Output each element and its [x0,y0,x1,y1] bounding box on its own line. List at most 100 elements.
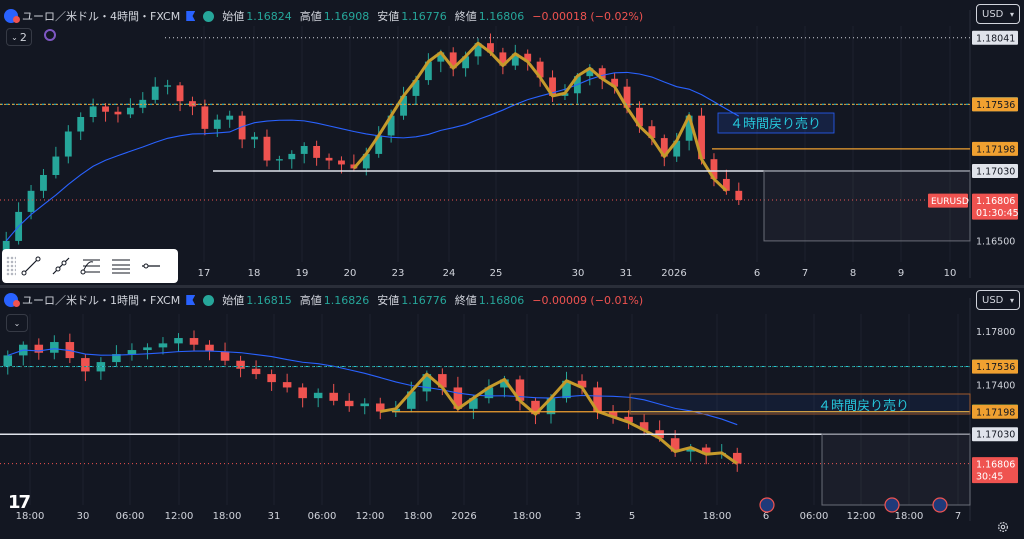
top-price-label-bg [972,205,1018,220]
ray-tool[interactable] [46,251,76,281]
top-x-tick-label: 9 [898,268,904,279]
bottom-candle-body [236,360,245,369]
bottom-candle-body [670,438,680,452]
top-price-label-bg [972,193,1018,208]
tradingview-logo[interactable]: 17 [8,492,31,513]
bottom-candle-body [143,347,152,351]
bottom-candle-body [686,447,695,452]
bottom-open-label: 始値 [222,294,245,307]
drag-handle-icon[interactable] [6,256,16,276]
bottom-price-label: 1.17536 [976,362,1015,373]
top-x-tick-label: 2026 [661,268,686,279]
bottom-legend: ユーロ／米ドル・1時間・FXCM 始値 1.16815 高値 1.16826 安値 1… [4,290,643,310]
top-price-label: 1.17198 [976,144,1015,155]
parallel-channel-tool[interactable] [106,251,136,281]
bottom-symbol-title[interactable]: ユーロ／米ドル・1時間・FXCM [22,294,181,307]
bottom-x-tick-label: 5 [629,511,635,522]
top-x-tick-label: 25 [490,268,503,279]
gear-icon[interactable] [996,520,1010,534]
economic-event-icon [932,497,948,513]
chevron-down-icon: ▾ [1009,295,1014,305]
chevron-down-icon: ⌄ [13,318,21,328]
top-currency-select[interactable]: USD ▾ [976,4,1020,24]
top-candle-body [52,156,60,175]
bottom-candle-body [81,358,90,372]
top-candle-body [300,146,308,154]
top-symbol-title[interactable]: ユーロ／米ドル・4時間・FXCM [22,10,181,23]
top-candle-body [325,157,333,161]
bottom-candle-body [422,374,432,392]
top-x-tick-label: 17 [198,268,211,279]
top-price-label: 1.18041 [976,33,1015,44]
top-low-value: 1.16776 [401,9,447,23]
top-candle-body [139,99,147,108]
top-x-tick-label: 18 [248,268,261,279]
top-candle-body [623,86,631,108]
top-x-tick-label: 19 [296,268,309,279]
top-change-value: −0.00018 (−0.02%) [532,9,644,23]
pane-separator [0,285,1024,288]
top-candle-body [387,115,395,136]
symbol-tag: EURUSD [931,197,969,207]
top-candle-body [673,140,681,157]
bottom-price-label-bg [972,469,1018,484]
top-candle-body [275,159,283,161]
top-candle-body [499,52,507,66]
top-candle-body [722,178,730,191]
top-annotation-text: ４時間戻り売り [730,116,821,132]
bottom-x-tick-label: 12:00 [356,511,385,522]
bottom-candle-body [189,338,199,345]
horizontal-line-tool[interactable] [136,251,166,281]
top-candle-body [685,115,693,141]
flag-icon[interactable] [186,11,196,21]
top-candle-body [77,117,85,132]
flag-icon[interactable] [186,295,196,305]
bottom-candle-body [438,374,447,388]
top-candle-body [648,126,656,139]
top-annotation-box [717,112,835,134]
ray-icon [52,257,70,275]
indicator-icon[interactable] [44,29,56,41]
trend-line-tool[interactable] [16,251,46,281]
top-price-label: 1.17536 [976,100,1015,111]
bottom-candle-body [469,398,478,409]
bottom-x-tick-label: 31 [268,511,281,522]
bottom-candle-body [50,342,59,353]
drawing-toolbar [2,249,178,283]
bottom-target-box [821,433,971,506]
fib-retracement-tool[interactable] [76,251,106,281]
bottom-price-label: 30:45 [976,472,1003,483]
top-candle-body [201,106,209,129]
bottom-candle-body [360,403,370,407]
top-x-tick-label: 20 [344,268,357,279]
top-price-label: 1.16500 [976,236,1015,247]
bottom-candle-body [515,379,525,401]
bottom-price-label: 1.17198 [976,407,1015,418]
bottom-currency-select[interactable]: USD ▾ [976,290,1020,310]
bottom-moving-average-line [7,348,738,426]
bottom-x-tick-label: 30 [77,511,90,522]
horizontal-line-icon [142,263,160,269]
bottom-candle-body [593,387,602,412]
bottom-price-label-bg [972,427,1018,442]
top-candle-body [238,115,246,140]
top-close-value: 1.16806 [478,9,525,23]
bottom-high-label: 高値 [299,294,322,307]
top-moving-average-line [5,71,740,242]
top-price-label-bg [972,97,1018,112]
bottom-price-label: 1.16806 [976,460,1015,471]
top-candle-body [660,138,668,157]
top-price-label: 1.17030 [976,167,1015,178]
bottom-indicator-toggle-button[interactable]: ⌄ [6,314,28,332]
top-candle-body [164,85,172,87]
bottom-candle-body [407,391,416,409]
bottom-x-tick-label: 18:00 [213,511,242,522]
top-candle-body [338,160,345,165]
bottom-x-tick-label: 6 [763,511,769,522]
top-candle-body [549,77,556,96]
top-high-label: 高値 [299,10,322,23]
indicator-toggle-button[interactable]: ⌄ 2 [6,28,32,46]
top-candle-body [27,190,35,212]
bottom-candle-body [608,411,618,417]
